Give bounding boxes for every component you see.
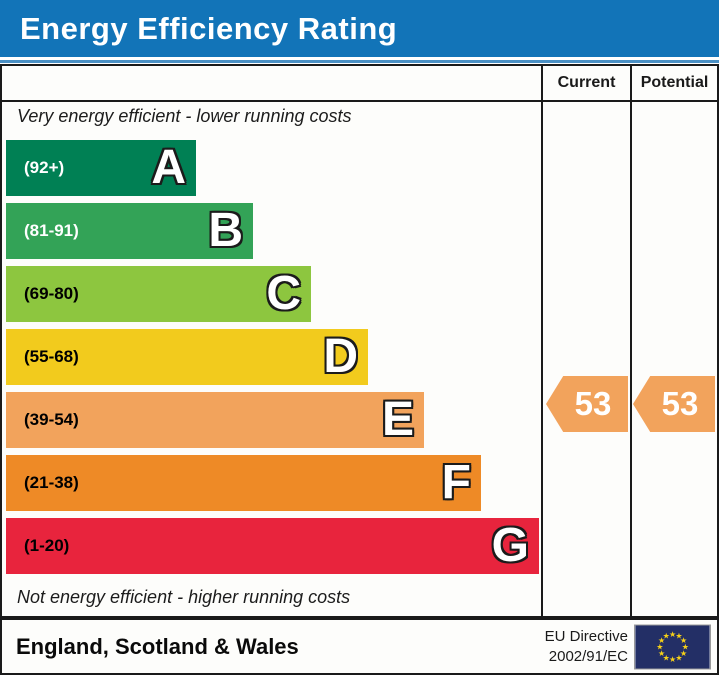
footer-bar: England, Scotland & Wales EU Directive 2… bbox=[0, 618, 719, 675]
eu-star-icon: ★ bbox=[658, 648, 665, 657]
table-header-row bbox=[0, 64, 719, 102]
band-b-letter: B bbox=[208, 204, 243, 257]
region-label: England, Scotland & Wales bbox=[16, 633, 299, 659]
eu-star-icon: ★ bbox=[669, 655, 676, 664]
band-c: (69-80) C bbox=[6, 266, 311, 322]
current-rating-value: 53 bbox=[574, 385, 612, 422]
band-e-range: (39-54) bbox=[24, 410, 79, 429]
band-e-letter: E bbox=[381, 393, 414, 446]
eu-star-icon: ★ bbox=[680, 636, 687, 645]
current-column-divider bbox=[541, 64, 543, 618]
band-c-range: (69-80) bbox=[24, 284, 79, 303]
eu-star-icon: ★ bbox=[682, 642, 689, 651]
bottom-caption: Not energy efficient - higher running co… bbox=[17, 587, 351, 607]
band-e: (39-54) E bbox=[6, 392, 424, 448]
title-bar: Energy Efficiency Rating bbox=[0, 0, 719, 57]
potential-column-divider bbox=[630, 64, 632, 618]
eu-flag-icon: ★ ★ ★ ★ ★ ★ ★ ★ ★ ★ ★ ★ bbox=[634, 624, 711, 669]
current-rating-arrow: 53 bbox=[546, 376, 628, 432]
band-f-range: (21-38) bbox=[24, 473, 79, 492]
potential-rating-value: 53 bbox=[661, 385, 699, 422]
eu-directive-label: EU Directive 2002/91/EC bbox=[545, 627, 628, 667]
band-g: (1-20) G bbox=[6, 518, 539, 574]
eu-directive-line1: EU Directive bbox=[544, 627, 628, 645]
top-caption: Very energy efficient - lower running co… bbox=[17, 106, 352, 126]
page-title: Energy Efficiency Rating bbox=[20, 10, 398, 46]
band-b: (81-91) B bbox=[6, 203, 253, 259]
band-f: (21-38) F bbox=[6, 455, 481, 511]
eu-flag-field bbox=[635, 625, 710, 668]
band-d: (55-68) D bbox=[6, 329, 368, 385]
title-underline bbox=[0, 60, 719, 63]
eu-directive-line2: 2002/91/EC bbox=[548, 647, 628, 665]
band-a-letter: A bbox=[151, 141, 186, 194]
eu-star-icon: ★ bbox=[663, 653, 670, 662]
eu-star-icon: ★ bbox=[675, 653, 682, 662]
band-b-range: (81-91) bbox=[24, 221, 79, 240]
band-g-range: (1-20) bbox=[24, 536, 70, 555]
eu-star-icon: ★ bbox=[680, 648, 687, 657]
eu-star-icon: ★ bbox=[658, 636, 665, 645]
eu-star-icon: ★ bbox=[656, 642, 663, 651]
potential-rating-arrow: 53 bbox=[633, 376, 715, 432]
eu-star-icon: ★ bbox=[663, 631, 670, 640]
band-f-letter: F bbox=[441, 456, 471, 509]
band-a: (92+) A bbox=[6, 140, 196, 196]
band-a-range: (92+) bbox=[24, 158, 65, 177]
current-column-header: Current bbox=[557, 74, 616, 91]
band-c-letter: C bbox=[266, 267, 301, 320]
eu-star-icon: ★ bbox=[669, 629, 676, 638]
band-d-letter: D bbox=[323, 330, 358, 383]
band-g-letter: G bbox=[491, 519, 529, 572]
eu-star-ring: ★ ★ ★ ★ ★ ★ ★ ★ ★ ★ ★ ★ bbox=[656, 629, 688, 663]
band-d-range: (55-68) bbox=[24, 347, 79, 366]
eu-star-icon: ★ bbox=[675, 631, 682, 640]
potential-column-header: Potential bbox=[640, 74, 709, 91]
